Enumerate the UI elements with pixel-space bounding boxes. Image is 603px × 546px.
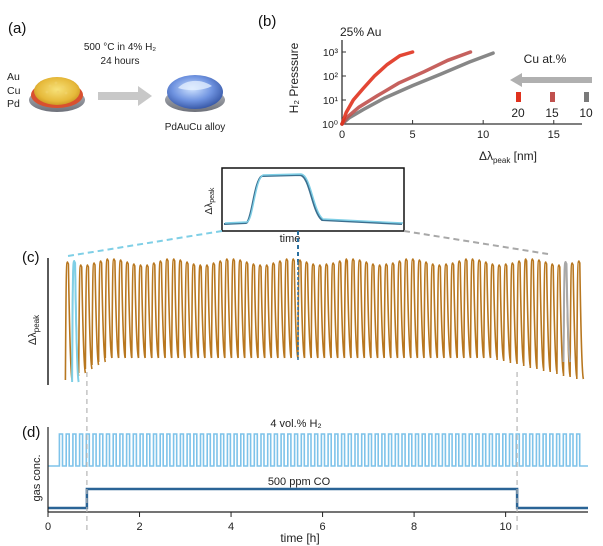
time-tick-label: 10 bbox=[500, 521, 512, 533]
y-tick-label: 10³ bbox=[323, 47, 339, 59]
layer-label-au: Au bbox=[7, 71, 20, 83]
pressure-curve-10 bbox=[340, 51, 495, 126]
zoom-guide-left bbox=[67, 230, 223, 257]
legend: Cu at.% 20 15 10 bbox=[510, 52, 593, 120]
x-ticks: 0 5 10 15 bbox=[339, 120, 560, 141]
inset-y-label: Δλpeak bbox=[204, 187, 216, 214]
pressure-curves bbox=[340, 50, 495, 126]
co-step-line bbox=[48, 487, 588, 510]
legend-swatch-15 bbox=[550, 92, 555, 102]
y-tick-label: 10¹ bbox=[323, 95, 339, 107]
gray-highlight-cycle bbox=[562, 260, 572, 363]
y-axis-label: H₂ Presssure bbox=[287, 42, 301, 113]
pressure-curve-20 bbox=[340, 50, 415, 126]
x-tick-label: 10 bbox=[477, 129, 489, 141]
panel-c-label: (c) bbox=[22, 249, 40, 266]
legend-arrow-icon bbox=[510, 73, 592, 87]
process-arrow-icon bbox=[98, 86, 152, 106]
panel-a: (a) Au Cu Pd 500 °C in 4% H₂ 24 hours Pd… bbox=[7, 20, 225, 133]
co-label: 500 ppm CO bbox=[268, 476, 331, 488]
inset-x-label: time bbox=[280, 233, 301, 245]
x-axis-label: Δλpeak [nm] bbox=[479, 149, 537, 165]
anneal-condition: 500 °C in 4% H₂ bbox=[84, 42, 156, 53]
cyan-highlight-cycle bbox=[71, 259, 80, 383]
h2-pulse-path bbox=[48, 433, 588, 467]
main-y-label: Δλpeak bbox=[27, 314, 41, 345]
time-ticks: 0 2 4 6 8 10 bbox=[45, 512, 512, 533]
legend-swatch-10 bbox=[584, 92, 589, 102]
anneal-duration: 24 hours bbox=[101, 56, 140, 67]
layered-sample-illustration bbox=[29, 77, 85, 112]
panel-d: (d) gas conc. 4 vol.% H₂ 500 ppm CO 0 2 4 6… bbox=[22, 418, 588, 545]
zoom-guides bbox=[67, 230, 549, 262]
y-tick-label: 10² bbox=[323, 71, 339, 83]
time-tick-label: 0 bbox=[45, 521, 51, 533]
legend-label-20: 20 bbox=[511, 106, 525, 120]
panel-c: (c) Δλpeak time Δλpeak bbox=[22, 167, 585, 385]
legend-label-15: 15 bbox=[545, 106, 559, 120]
y-ticks: 10⁰ 10¹ 10² 10³ bbox=[322, 47, 346, 131]
time-tick-label: 8 bbox=[411, 521, 417, 533]
inset-trace bbox=[223, 173, 404, 225]
x-tick-label: 15 bbox=[548, 129, 560, 141]
alloy-label: PdAuCu alloy bbox=[165, 122, 226, 133]
panel-a-label: (a) bbox=[8, 20, 26, 37]
x-tick-label: 5 bbox=[410, 129, 416, 141]
h2-pulse-train bbox=[48, 433, 588, 467]
pressure-curve-15 bbox=[340, 50, 473, 126]
time-tick-label: 4 bbox=[228, 521, 234, 533]
alloy-sample-illustration bbox=[165, 75, 225, 112]
layer-label-pd: Pd bbox=[7, 98, 20, 110]
zoom-inset: Δλpeak time bbox=[204, 167, 405, 245]
panel-d-label: (d) bbox=[22, 424, 40, 441]
time-axis-label: time [h] bbox=[280, 531, 319, 545]
inset-trace-light bbox=[224, 173, 404, 224]
time-tick-label: 2 bbox=[136, 521, 142, 533]
gas-conc-label: gas conc. bbox=[31, 454, 43, 501]
legend-label-10: 10 bbox=[579, 106, 593, 120]
time-tick-label: 6 bbox=[320, 521, 326, 533]
orange-response-trace bbox=[64, 258, 585, 381]
x-tick-label: 0 bbox=[339, 129, 345, 141]
lspr-response-trace bbox=[64, 258, 585, 383]
layer-label-cu: Cu bbox=[7, 85, 21, 97]
y-tick-label: 10⁰ bbox=[322, 119, 339, 131]
panel-b-label: (b) bbox=[258, 13, 276, 30]
panel-b: (b) 25% Au H₂ Presssure 10⁰ 10¹ 10² 10³ 0 5 1… bbox=[258, 13, 593, 165]
zoom-guide-right bbox=[403, 230, 549, 255]
legend-title: Cu at.% bbox=[524, 52, 567, 66]
legend-swatch-20 bbox=[516, 92, 521, 102]
inset-title: 25% Au bbox=[340, 25, 381, 39]
h2-label: 4 vol.% H₂ bbox=[270, 418, 321, 430]
